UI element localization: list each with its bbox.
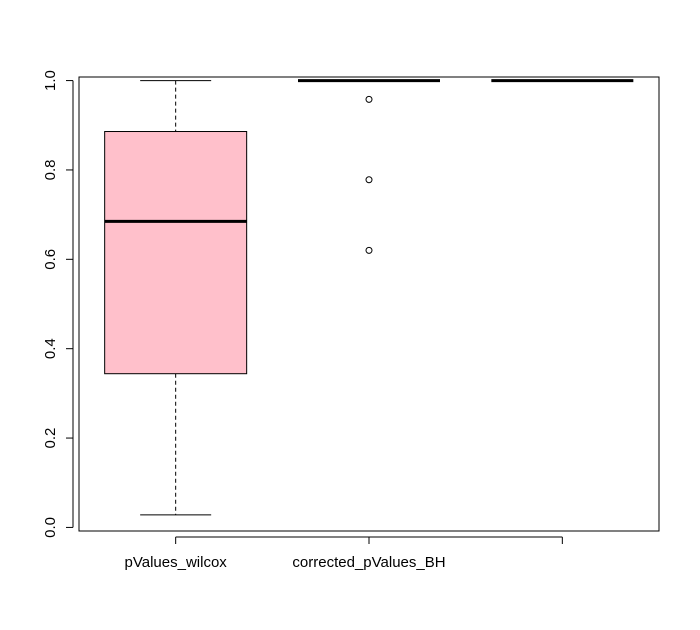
y-tick-label: 0.8: [42, 160, 59, 181]
outlier-point: [365, 176, 373, 184]
box-body: [104, 131, 248, 375]
plot-frame: [78, 76, 660, 532]
box-group: [104, 80, 248, 516]
x-category-label: corrected_pValues_BH: [292, 554, 445, 571]
boxes: [104, 79, 634, 516]
y-tick-label: 0.2: [42, 428, 59, 449]
y-tick-label: 0.4: [42, 338, 59, 359]
outlier-point: [365, 95, 373, 103]
y-axis: 0.0 0.2 0.4 0.6 0.8 1.0: [42, 70, 74, 538]
y-tick-label: 1.0: [42, 70, 59, 91]
outlier-point: [365, 246, 373, 254]
y-tick-label: 0.0: [42, 517, 59, 538]
x-category-label: pValues_wilcox: [125, 554, 228, 571]
box-group: [298, 79, 440, 254]
x-axis: pValues_wilcox corrected_pValues_BH: [125, 536, 563, 571]
y-tick-label: 0.6: [42, 249, 59, 270]
